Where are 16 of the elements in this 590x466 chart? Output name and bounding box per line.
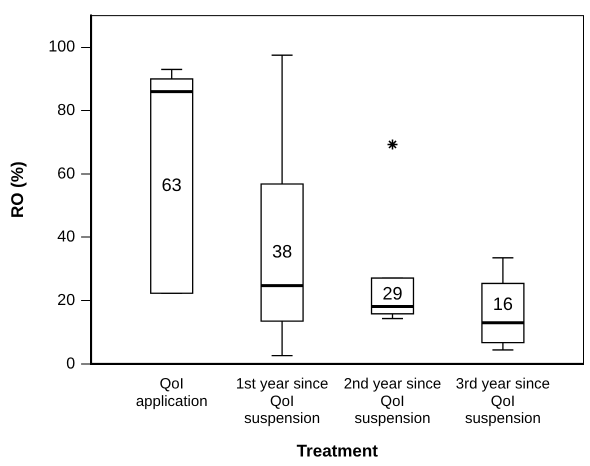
annotation: 38 xyxy=(272,242,292,262)
x-tick-label: 1st year since QoI suspension xyxy=(236,376,328,428)
annotation: 16 xyxy=(492,294,513,314)
x-tick-label: 2nd year since QoI suspension xyxy=(344,376,442,428)
y-tick-label: 20 xyxy=(57,292,76,309)
annotation: 63 xyxy=(162,175,182,196)
y-tick-label: 0 xyxy=(66,355,76,372)
annotation: 29 xyxy=(382,283,403,304)
y-tick-label: 100 xyxy=(48,38,76,56)
y-axis-title: RO (%) xyxy=(8,161,27,218)
y-tick-label: 40 xyxy=(57,228,76,246)
y-tick-label: 60 xyxy=(57,165,76,182)
x-tick-label: 3rd year since QoI suspension xyxy=(456,376,550,428)
y-tick-label: 80 xyxy=(57,102,76,119)
x-axis-title: Treatment xyxy=(296,441,378,460)
x-tick-label: QoI application xyxy=(136,376,208,410)
